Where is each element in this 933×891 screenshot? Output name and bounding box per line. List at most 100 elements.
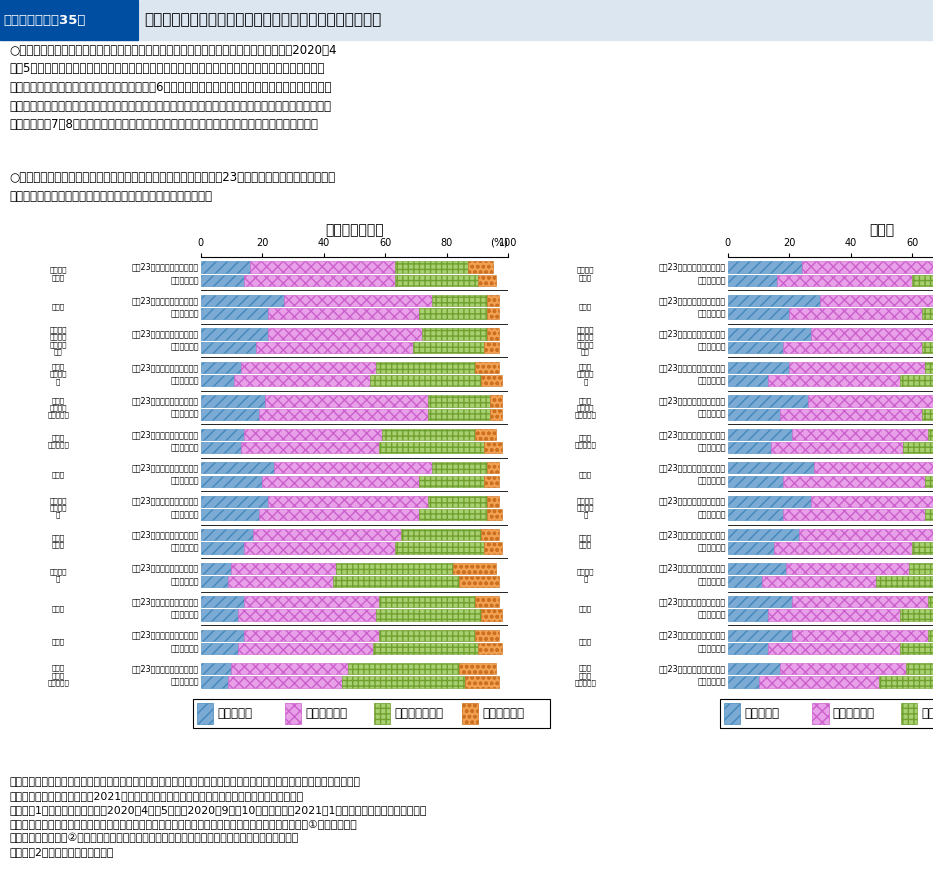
Text: あまり高くない: あまり高くない: [921, 707, 933, 720]
Text: その他の地域: その他の地域: [698, 376, 726, 385]
Bar: [811, 329, 933, 339]
Bar: [728, 495, 811, 507]
Bar: [201, 663, 231, 674]
Text: 東京23区、大阪市、名古屋市: 東京23区、大阪市、名古屋市: [659, 429, 726, 439]
Bar: [284, 295, 431, 307]
Bar: [140, 0, 933, 40]
Text: 生活関連
サービス
業: 生活関連 サービス 業: [577, 497, 594, 519]
Text: 東京23区、大阪市、名古屋市: 東京23区、大阪市、名古屋市: [132, 330, 199, 339]
Text: その他の地域: その他の地域: [698, 610, 726, 619]
Bar: [487, 308, 499, 320]
Bar: [201, 630, 244, 641]
Bar: [759, 676, 879, 688]
Bar: [238, 609, 376, 621]
Bar: [783, 476, 925, 486]
Text: ある程度高い: ある程度高い: [833, 707, 875, 720]
Bar: [922, 308, 933, 320]
Bar: [900, 609, 933, 621]
Bar: [459, 663, 496, 674]
Bar: [379, 442, 484, 454]
Bar: [201, 543, 244, 553]
Bar: [336, 562, 453, 574]
Text: その他の地域: その他の地域: [171, 443, 199, 453]
Bar: [466, 676, 499, 688]
Text: 小売業
（その他）: 小売業 （その他）: [575, 434, 596, 448]
Text: 東京23区、大阪市、名古屋市: 東京23区、大阪市、名古屋市: [132, 530, 199, 539]
Bar: [912, 274, 933, 286]
Bar: [728, 442, 771, 454]
Bar: [487, 495, 499, 507]
Text: 東京23区、大阪市、名古屋市: 東京23区、大阪市、名古屋市: [659, 396, 726, 405]
Bar: [728, 529, 799, 541]
Text: その他の地域: その他の地域: [698, 677, 726, 686]
Bar: [927, 429, 933, 440]
Text: 東京23区、大阪市、名古屋市: 東京23区、大阪市、名古屋市: [659, 664, 726, 673]
Bar: [253, 529, 401, 541]
Text: その他の地域: その他の地域: [171, 343, 199, 352]
Bar: [201, 509, 259, 520]
Bar: [201, 576, 229, 587]
Bar: [925, 476, 933, 486]
Text: 東京23区、大阪市、名古屋市: 東京23区、大阪市、名古屋市: [132, 429, 199, 439]
Text: 金融・
保険業
（銀行等）: 金融・ 保険業 （銀行等）: [575, 665, 596, 686]
Bar: [728, 642, 768, 654]
Bar: [265, 396, 428, 406]
Bar: [780, 663, 906, 674]
Bar: [244, 274, 395, 286]
Text: 医療業: 医療業: [51, 304, 65, 310]
Bar: [906, 663, 933, 674]
Bar: [241, 362, 376, 373]
Bar: [244, 543, 395, 553]
Bar: [201, 642, 238, 654]
Bar: [201, 308, 269, 320]
Text: 東京23区、大阪市、名古屋市: 東京23区、大阪市、名古屋市: [659, 363, 726, 372]
Bar: [256, 341, 413, 353]
Text: 交通・
運輸業: 交通・ 運輸業: [51, 535, 65, 548]
Bar: [250, 261, 395, 273]
Bar: [900, 642, 933, 654]
Text: その他の地域: その他の地域: [171, 309, 199, 318]
Text: (%): (%): [491, 237, 508, 247]
Bar: [728, 308, 789, 320]
Bar: [811, 495, 933, 507]
Text: 社会保険
・社会福
祉・介護
事業: 社会保険 ・社会福 祉・介護 事業: [577, 327, 594, 355]
Bar: [792, 596, 927, 608]
Bar: [201, 609, 238, 621]
Bar: [201, 274, 244, 286]
Text: その他の地域: その他の地域: [698, 443, 726, 453]
Text: 非常に高い: 非常に高い: [745, 707, 779, 720]
Bar: [201, 396, 265, 406]
Bar: [201, 676, 229, 688]
Bar: [789, 362, 925, 373]
Bar: [777, 274, 912, 286]
Bar: [234, 375, 369, 387]
Text: 教育・
学習支援
業: 教育・ 学習支援 業: [577, 364, 594, 385]
Bar: [728, 362, 789, 373]
Text: 製造業: 製造業: [578, 605, 592, 611]
Text: 飲食業: 飲食業: [578, 471, 592, 478]
Bar: [490, 396, 502, 406]
Text: 東京23区、大阪市、名古屋市: 東京23区、大阪市、名古屋市: [132, 664, 199, 673]
Text: 生活関連
サービス
業: 生活関連 サービス 業: [49, 497, 67, 519]
Text: 東京23区、大阪市、名古屋市: 東京23区、大阪市、名古屋市: [659, 463, 726, 472]
Text: 建設業: 建設業: [578, 639, 592, 645]
Bar: [201, 495, 269, 507]
Bar: [376, 362, 475, 373]
Bar: [201, 295, 284, 307]
Text: 全く高くない: 全く高くない: [482, 707, 524, 720]
Bar: [401, 529, 480, 541]
Bar: [925, 509, 933, 520]
Text: ○　通勤時では、分析対象業種計を含め、いずれの業種でも「東京23区、大阪市、名古屋市」の方が
　「非常に高い」「ある程度高い」と回答した者の割合が高い。: ○ 通勤時では、分析対象業種計を含め、いずれの業種でも「東京23区、大阪市、名古…: [9, 171, 336, 202]
Bar: [431, 462, 487, 473]
Text: 飲食業: 飲食業: [51, 471, 65, 478]
Bar: [201, 375, 234, 387]
Bar: [376, 609, 480, 621]
Bar: [478, 274, 496, 286]
Bar: [728, 261, 801, 273]
Bar: [475, 596, 499, 608]
Bar: [771, 442, 903, 454]
Bar: [487, 462, 499, 473]
Text: 交通・
運輸業: 交通・ 運輸業: [578, 535, 592, 548]
Bar: [900, 703, 917, 724]
Text: その他の地域: その他の地域: [171, 577, 199, 586]
